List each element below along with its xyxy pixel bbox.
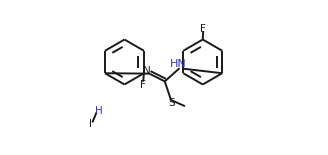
Text: HN: HN: [170, 59, 187, 69]
Text: N: N: [143, 66, 151, 76]
Text: I: I: [89, 119, 92, 129]
Text: F: F: [140, 80, 146, 90]
Text: F: F: [200, 24, 206, 34]
Text: S: S: [168, 98, 175, 108]
Text: H: H: [95, 106, 103, 116]
